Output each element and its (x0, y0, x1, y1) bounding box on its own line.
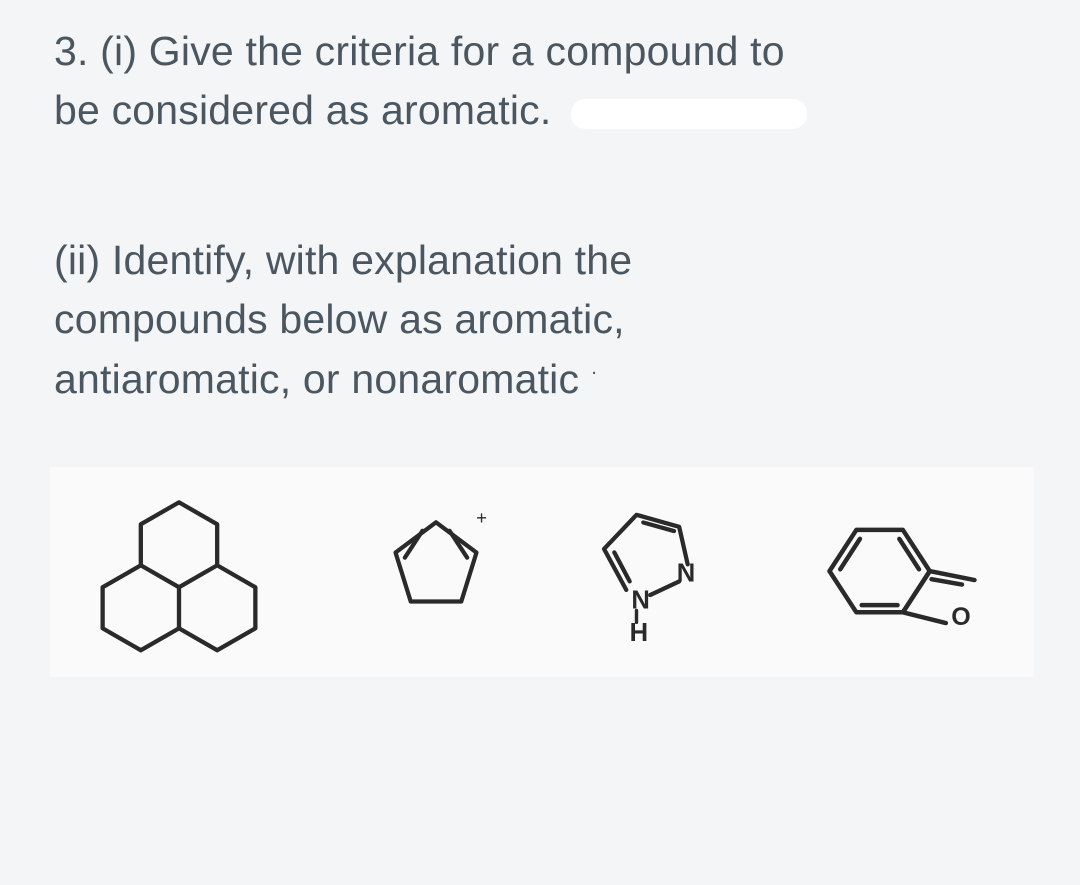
part-ii-line3: antiaromatic, or nonaromatic (54, 356, 579, 402)
figure-panel: + N N H O (50, 467, 1034, 677)
eraser-mark-1 (571, 99, 807, 129)
h-label: H (630, 619, 648, 647)
part-i-line2-wrap: be considered as aromatic. (54, 81, 1080, 140)
eraser-mark-2 (744, 308, 1016, 342)
question-page: 3. (i) Give the criteria for a compound … (0, 0, 1080, 885)
part-i-line1: 3. (i) Give the criteria for a compound … (54, 22, 1080, 81)
spacer-1 (54, 141, 1080, 231)
molecule-tricyclic (74, 487, 284, 657)
pyrazole-icon: N N H (587, 487, 715, 657)
part-ii-line3-wrap: antiaromatic, or nonaromatic · (54, 350, 1080, 409)
benzofuran-icon: O (808, 507, 996, 637)
n2-label: N (677, 560, 695, 588)
cp-cation-icon: + (377, 497, 495, 647)
plus-charge: + (476, 507, 487, 528)
molecule-benzofuran: O (808, 507, 996, 637)
molecule-cyclopentadienyl-cation: + (377, 497, 495, 647)
tricyclic-icon (74, 487, 284, 657)
part-i-line2: be considered as aromatic. (54, 87, 551, 133)
molecule-pyrazole: N N H (587, 487, 715, 657)
spacer-2 (54, 409, 1080, 467)
trailing-dot: · (591, 361, 598, 383)
o-label: O (951, 603, 970, 631)
n1-label: N (632, 587, 650, 615)
part-ii-line1: (ii) Identify, with explanation the (54, 231, 1080, 290)
